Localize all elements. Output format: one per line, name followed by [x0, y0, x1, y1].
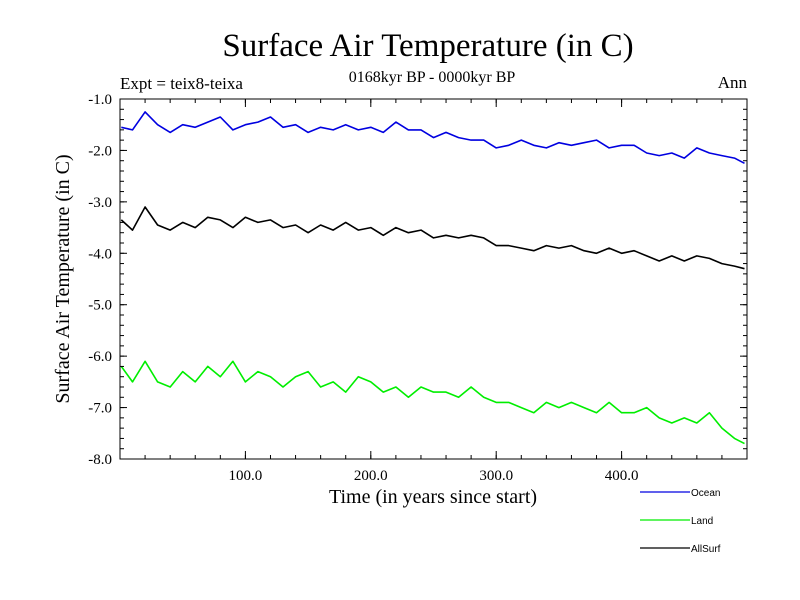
y-axis-label: Surface Air Temperature (in C)	[52, 154, 74, 403]
experiment-label: Expt = teix8-teixa	[120, 74, 243, 93]
series-line-ocean	[121, 111, 745, 165]
chart-subtitle: 0168kyr BP - 0000kyr BP	[349, 69, 516, 86]
y-tick-label: -3.0	[88, 195, 112, 211]
series-line-land	[120, 360, 745, 445]
y-tick-label: -8.0	[88, 452, 112, 468]
series-line-allsurf	[120, 206, 745, 270]
series-layer	[120, 111, 745, 445]
chart-title: Surface Air Temperature (in C)	[222, 28, 633, 64]
x-tick-label: 300.0	[479, 468, 513, 484]
legend-label-ocean: Ocean	[691, 488, 720, 499]
legend-label-land: Land	[691, 516, 713, 527]
x-tick-label: 100.0	[229, 468, 263, 484]
plot-frame	[119, 98, 748, 460]
y-tick-label: -7.0	[88, 401, 112, 417]
x-tick-label: 400.0	[605, 468, 639, 484]
y-tick-label: -5.0	[88, 298, 112, 314]
legend: Ocean Land AllSurf	[640, 488, 721, 555]
x-tick-label: 200.0	[354, 468, 388, 484]
y-tick-label: -6.0	[88, 349, 112, 365]
y-tick-label: -1.0	[88, 92, 112, 108]
season-label: Ann	[718, 73, 748, 92]
legend-label-allsurf: AllSurf	[691, 544, 721, 555]
axis-ticks: -1.0 -2.0 -3.0 -4.0 -5.0 -6.0 -7.0 -8.0 100.0 200…	[88, 92, 747, 484]
y-tick-label: -4.0	[88, 246, 112, 262]
y-tick-label: -2.0	[88, 143, 112, 159]
x-axis-label: Time (in years since start)	[329, 486, 537, 508]
